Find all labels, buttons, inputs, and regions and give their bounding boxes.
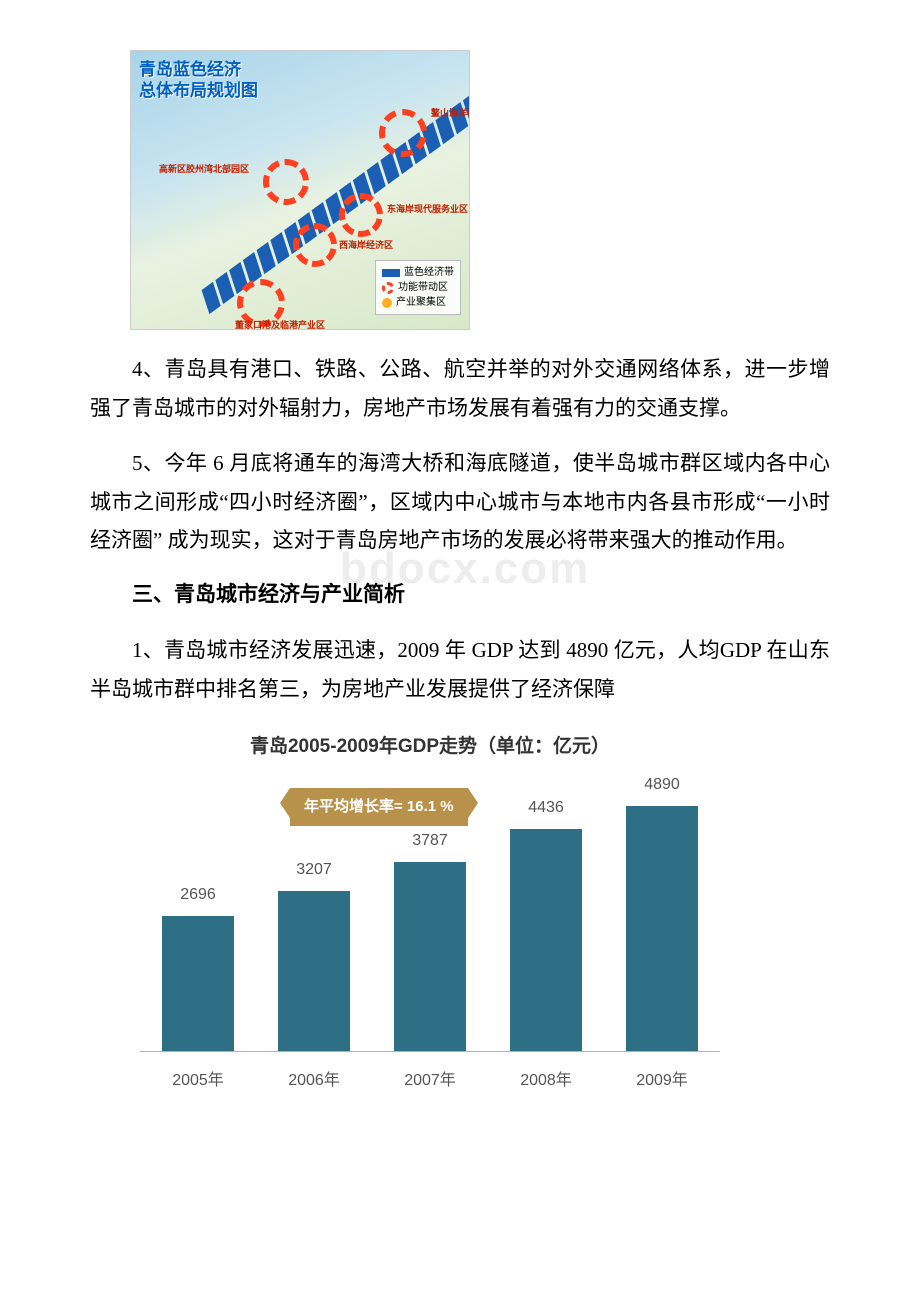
bar-value-label: 2696: [180, 880, 216, 910]
section-heading-3: 三、青岛城市经济与产业简析: [90, 576, 830, 615]
paragraph-4: 4、青岛具有港口、铁路、公路、航空并举的对外交通网络体系，进一步增强了青岛城市的…: [90, 350, 830, 428]
bar-column: 4436: [510, 793, 582, 1051]
legend-label: 产业聚集区: [396, 295, 446, 310]
x-axis-label: 2005年: [162, 1066, 234, 1096]
x-axis-label: 2008年: [510, 1066, 582, 1096]
map-ring-label: 西海岸经济区: [339, 237, 393, 254]
legend-row: 蓝色经济带: [382, 265, 454, 280]
legend-swatch: [382, 282, 394, 294]
bar-rect: [510, 829, 582, 1051]
map-ring-label: 董家口港及临港产业区: [235, 317, 325, 330]
legend-swatch: [382, 298, 392, 308]
map-legend: 蓝色经济带功能带动区产业聚集区: [375, 260, 461, 315]
qingdao-blue-economy-map: 青岛蓝色经济 总体布局规划图 鳌山海洋科技创新及产业发展示范区高新区胶州湾北部园…: [130, 50, 470, 330]
map-title-line1: 青岛蓝色经济: [139, 59, 258, 80]
legend-row: 产业聚集区: [382, 295, 454, 310]
map-ring: [293, 223, 337, 267]
chart-x-axis: 2005年 2006年 2007年 2008年 2009年: [140, 1066, 720, 1096]
paragraph-5: 5、今年 6 月底将通车的海湾大桥和海底隧道，使半岛城市群区域内各中心城市之间形…: [90, 444, 830, 561]
gdp-bar-chart: 青岛2005-2009年GDP走势（单位：亿元） 年平均增长率= 16.1 % …: [130, 729, 730, 1096]
chart-title: 青岛2005-2009年GDP走势（单位：亿元）: [130, 729, 730, 764]
x-axis-label: 2007年: [394, 1066, 466, 1096]
bar-value-label: 3787: [412, 826, 448, 856]
map-ring-label: 高新区胶州湾北部园区: [159, 161, 249, 178]
bar-value-label: 4436: [528, 793, 564, 823]
map-title-line2: 总体布局规划图: [139, 80, 258, 101]
x-axis-label: 2009年: [626, 1066, 698, 1096]
chart-bars: 26963207378744364890: [140, 792, 720, 1051]
bar-column: 3787: [394, 826, 466, 1051]
legend-swatch: [382, 269, 400, 277]
bar-column: 3207: [278, 855, 350, 1051]
bar-rect: [394, 862, 466, 1051]
bar-value-label: 3207: [296, 855, 332, 885]
x-axis-label: 2006年: [278, 1066, 350, 1096]
bar-rect: [626, 806, 698, 1051]
paragraph-econ-1: 1、青岛城市经济发展迅速，2009 年 GDP 达到 4890 亿元，人均GDP…: [90, 631, 830, 709]
map-ring: [339, 193, 383, 237]
map-ring-label: 东海岸现代服务业区: [387, 201, 468, 218]
chart-plot-area: 年平均增长率= 16.1 % 26963207378744364890: [140, 792, 720, 1052]
legend-row: 功能带动区: [382, 280, 454, 295]
bar-column: 4890: [626, 770, 698, 1051]
bar-rect: [278, 891, 350, 1051]
map-ring-label: 鳌山海洋科技创新及产业发展示范区: [431, 105, 470, 122]
map-title: 青岛蓝色经济 总体布局规划图: [139, 59, 258, 102]
bar-value-label: 4890: [644, 770, 680, 800]
legend-label: 蓝色经济带: [404, 265, 454, 280]
map-ring: [263, 159, 309, 205]
bar-rect: [162, 916, 234, 1051]
legend-label: 功能带动区: [398, 280, 448, 295]
bar-column: 2696: [162, 880, 234, 1051]
map-ring: [379, 109, 427, 157]
